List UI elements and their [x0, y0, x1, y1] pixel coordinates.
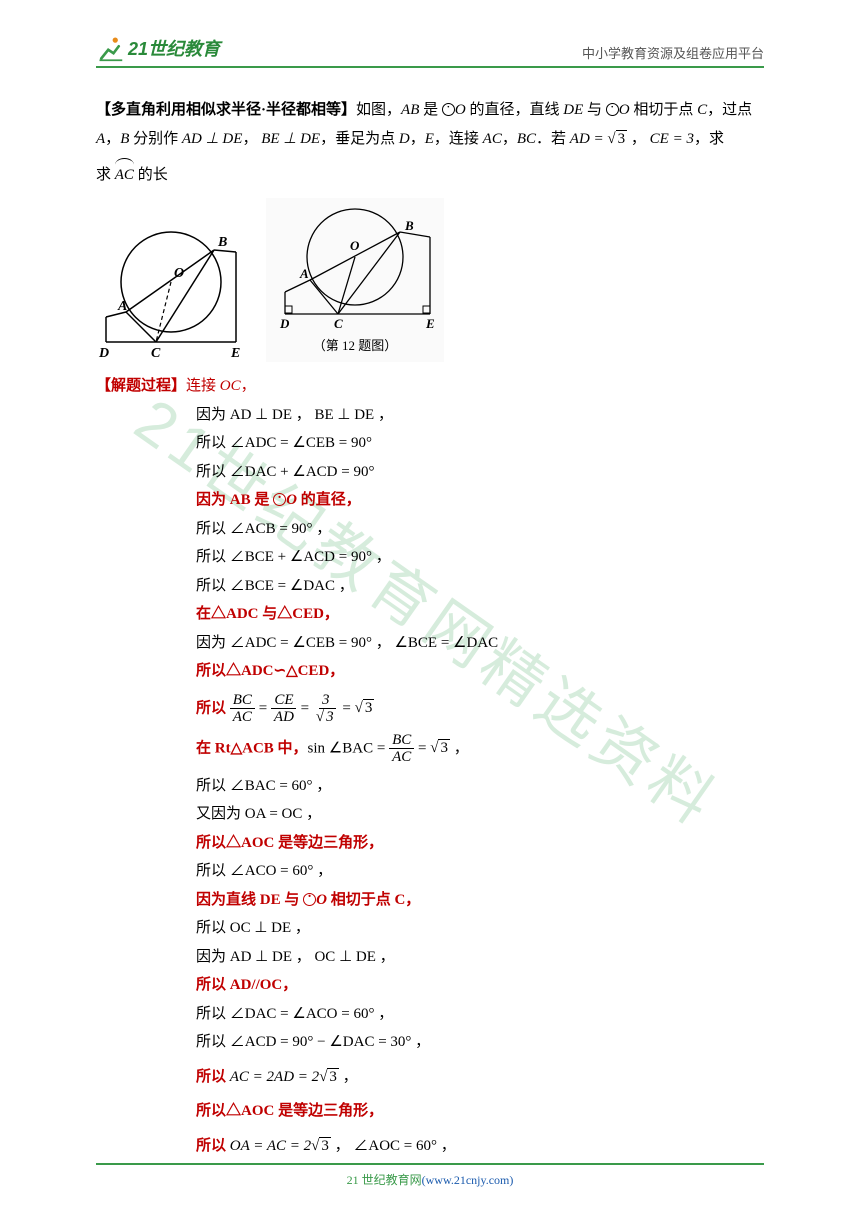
var-a: A [96, 131, 105, 147]
t: ， [410, 131, 425, 147]
expr: AD ⊥ DE [182, 131, 243, 147]
expr: CE = 3 [650, 131, 694, 147]
t: 与 [583, 102, 606, 118]
t: 分别作 [129, 131, 182, 147]
arc-ac: AC [115, 161, 134, 190]
step: 因为 ∠ADC = ∠CEB = 90° ， ∠BCE = ∠DAC [196, 629, 764, 658]
t: 求 [96, 167, 115, 183]
var-bc: BC [517, 131, 536, 147]
t: 的直径，直线 [466, 102, 564, 118]
page-footer: 21 世纪教育网(www.21cnjy.com) [96, 1163, 764, 1188]
content-area: 【多直角利用相似求半径·半径都相等】如图，AB 是 O 的直径，直线 DE 与 … [96, 96, 764, 1146]
footer-url: (www.21cnjy.com) [422, 1173, 514, 1187]
svg-text:C: C [151, 346, 161, 361]
step: 所以 OC ⊥ DE ， [196, 914, 764, 943]
step: 所以 ∠ACB = 90° ， [196, 515, 764, 544]
step: 所以 ∠BCE = ∠DAC ， [196, 572, 764, 601]
step: 所以 ∠BAC = 60° ， [196, 772, 764, 801]
var-ac: AC [483, 131, 502, 147]
var-c: C [697, 102, 707, 118]
logo-text: 21世纪教育 [128, 35, 220, 61]
t: 的长 [134, 167, 168, 183]
figure-caption: （第 12 题图） [270, 334, 440, 359]
svg-text:A: A [299, 266, 309, 281]
t: ， [627, 131, 650, 147]
circle-o-icon [606, 103, 619, 116]
var-o: O [619, 102, 630, 118]
var-ab: AB [401, 102, 419, 118]
problem-statement: 【多直角利用相似求半径·半径都相等】如图，AB 是 O 的直径，直线 DE 与 … [96, 96, 764, 190]
step-red: 所以△AOC 是等边三角形， [196, 829, 764, 858]
svg-text:O: O [350, 238, 360, 253]
step: 在 Rt△ACB 中，sin ∠BAC = BCAC = 3 ， [196, 732, 764, 766]
svg-text:D: D [279, 316, 290, 331]
svg-text:A: A [117, 299, 127, 314]
svg-text:C: C [334, 316, 343, 331]
step-red: 因为直线 DE 与 O 相切于点 C， [196, 886, 764, 915]
step: 又因为 OA = OC ， [196, 800, 764, 829]
logo: 21世纪教育 [96, 34, 220, 62]
step: 所以 BCAC = CEAD = 33 = 3 [196, 692, 764, 726]
var-de: DE [563, 102, 583, 118]
step-red: 因为 AB 是 O 的直径， [196, 486, 764, 515]
step-red: 所以△ADC∽△CED， [196, 657, 764, 686]
page-header: 21世纪教育 中小学教育资源及组卷应用平台 [96, 34, 764, 68]
circle-o-icon [442, 103, 455, 116]
solution-label: 【解题过程】 [96, 378, 186, 394]
figure-left: A B O D C E [96, 222, 246, 362]
t: ， [242, 131, 261, 147]
step-red: 所以 AD//OC， [196, 971, 764, 1000]
circle-o-icon [273, 493, 286, 506]
header-subtitle: 中小学教育资源及组卷应用平台 [582, 43, 764, 62]
svg-text:O: O [174, 266, 184, 281]
var-e: E [425, 131, 434, 147]
svg-text:B: B [404, 218, 414, 233]
var-o: O [455, 102, 466, 118]
t: ， [502, 131, 517, 147]
var-d: D [399, 131, 410, 147]
t: ， [105, 131, 120, 147]
t: ．若 [536, 131, 570, 147]
step: 所以 ∠BCE + ∠ACD = 90° ， [196, 543, 764, 572]
t: 相切于点 [630, 102, 698, 118]
var-b: B [120, 131, 129, 147]
solution-block: 【解题过程】连接 OC， 因为 AD ⊥ DE ， BE ⊥ DE ， 所以 ∠… [96, 372, 764, 1160]
solution-body: 因为 AD ⊥ DE ， BE ⊥ DE ， 所以 ∠ADC = ∠CEB = … [96, 401, 764, 1161]
step: 所以 AC = 2AD = 23 ， [196, 1063, 764, 1092]
step: 因为 AD ⊥ DE ， BE ⊥ DE ， [196, 401, 764, 430]
expr: AD = [570, 131, 608, 147]
step: 所以 OA = AC = 23 ， ∠AOC = 60° ， [196, 1132, 764, 1161]
step: 因为 AD ⊥ DE ， OC ⊥ DE ， [196, 943, 764, 972]
t: ，求 [694, 131, 724, 147]
svg-text:B: B [217, 235, 227, 250]
t: 如图， [356, 102, 401, 118]
step: 所以 ∠ADC = ∠CEB = 90° [196, 429, 764, 458]
t: ，过点 [707, 102, 752, 118]
svg-text:D: D [98, 346, 109, 361]
step: 所以 ∠ACO = 60° ， [196, 857, 764, 886]
svg-text:E: E [425, 316, 435, 331]
sqrt3: 3 [607, 125, 627, 154]
step: 所以 ∠ACD = 90° − ∠DAC = 30° ， [196, 1028, 764, 1057]
expr: BE ⊥ DE [261, 131, 320, 147]
step: 所以 ∠DAC = ∠ACO = 60° ， [196, 1000, 764, 1029]
step-red: 所以△AOC 是等边三角形， [196, 1097, 764, 1126]
figure-right: A B O D C E （第 12 题图） [266, 198, 444, 363]
sol-first: 连接 OC， [186, 378, 256, 394]
problem-tag: 【多直角利用相似求半径·半径都相等】 [96, 102, 356, 118]
logo-runner-icon [96, 34, 124, 62]
t: 是 [419, 102, 442, 118]
step: 所以 ∠DAC + ∠ACD = 90° [196, 458, 764, 487]
t: ，垂足为点 [320, 131, 399, 147]
step-red: 在△ADC 与△CED， [196, 600, 764, 629]
t: ，连接 [434, 131, 483, 147]
figures-row: A B O D C E A [96, 198, 764, 363]
svg-text:E: E [230, 346, 240, 361]
circle-o-icon [303, 893, 316, 906]
footer-text: 21 世纪教育网 [347, 1173, 422, 1187]
